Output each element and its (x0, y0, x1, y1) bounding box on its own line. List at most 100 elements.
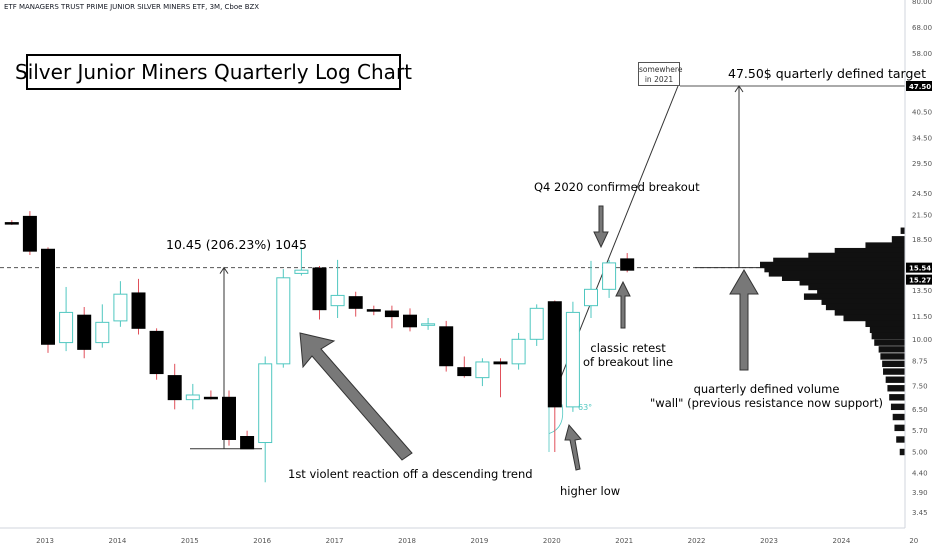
price-label-box (906, 274, 932, 285)
volume-line1: quarterly defined volume (693, 382, 840, 396)
candle-body (439, 326, 454, 367)
symbol-header: ETF MANAGERS TRUST PRIME JUNIOR SILVER M… (4, 3, 260, 11)
candle-body (348, 296, 363, 309)
volume-bar (892, 413, 905, 421)
y-tick-label: 29.50 (912, 160, 932, 168)
candle-body (41, 248, 55, 345)
candle-body (565, 311, 580, 408)
volume-bar (896, 436, 905, 443)
price-label-box (906, 262, 932, 273)
volume-bar (843, 314, 905, 322)
candle-body (475, 361, 490, 379)
y-tick-label: 4.40 (912, 469, 928, 477)
candle-body (167, 375, 182, 401)
candle-body (203, 396, 218, 400)
candle-body (620, 258, 635, 271)
y-tick-label: 11.50 (912, 313, 932, 321)
measure-arrowhead (219, 266, 229, 274)
x-tick-label: 2023 (760, 537, 778, 545)
x-tick-label: 20 (909, 537, 918, 545)
volume-bar (821, 298, 905, 305)
volume-bar (890, 403, 905, 411)
q4-label: Q4 2020 confirmed breakout (534, 180, 700, 194)
candle-body (529, 307, 544, 340)
y-tick-label: 21.50 (912, 211, 932, 219)
volume-bar (874, 339, 905, 346)
volume-bar (773, 257, 905, 265)
angle-arc (548, 404, 564, 434)
candle-body (22, 215, 37, 252)
y-axis: 80.00 68.00 58.00 40.50 34.50 29.50 24.50 21.50… (904, 0, 932, 528)
volume-bar (887, 385, 905, 392)
price-label-text: 15.27 (909, 277, 931, 285)
x-tick-label: 2019 (470, 537, 488, 545)
x-axis: 2013 2014 2015 2016 2017 2018 2019 2020 2021 2022… (0, 527, 918, 545)
higher-low-label: higher low (560, 484, 621, 498)
candle-body (330, 294, 345, 307)
y-tick-label: 13.50 (912, 287, 932, 295)
volume-bar (894, 424, 905, 432)
retest-line2: of breakout line (583, 355, 674, 369)
candles (4, 211, 635, 483)
candle-body (4, 222, 19, 225)
candle-body (384, 310, 399, 318)
candle-body (258, 363, 273, 444)
y-tick-label: 18.50 (912, 236, 932, 244)
volume-bar (889, 394, 905, 401)
volume-wall-label: quarterly defined volume "wall" (previou… (650, 382, 883, 410)
volume-bar (803, 293, 905, 300)
volume-bar (834, 309, 905, 316)
candle-body (403, 314, 417, 328)
y-tick-label: 34.50 (912, 134, 932, 142)
volume-bar (808, 252, 905, 260)
x-tick-label: 2024 (832, 537, 850, 545)
y-tick-label: 6.50 (912, 406, 928, 414)
candle-body (185, 394, 200, 401)
volume-bar (799, 279, 905, 286)
measure-label: 10.45 (206.23%) 1045 (166, 237, 307, 252)
candle-body (366, 309, 381, 312)
volume-bar (871, 332, 905, 340)
x-tick-label: 2020 (543, 537, 561, 545)
y-tick-label: 5.70 (912, 427, 928, 435)
retest-arrow (615, 280, 631, 329)
volume-profile (760, 227, 905, 456)
chart-title: Silver Junior Miners Quarterly Log Chart (15, 54, 412, 90)
arrows (299, 205, 759, 471)
candle-body (294, 269, 309, 274)
volume-bar (865, 242, 905, 249)
y-tick-label: 8.75 (912, 358, 928, 366)
target-label: 47.50$ quarterly defined target (728, 66, 926, 81)
volume-bar (781, 274, 905, 281)
target-arrowhead (734, 85, 744, 93)
x-tick-label: 2017 (326, 537, 344, 545)
y-tick-label: 24.50 (912, 190, 932, 198)
volume-bar (865, 320, 905, 328)
candle-body (113, 293, 128, 322)
x-tick-label: 2016 (253, 537, 271, 545)
y-tick-label: 40.50 (912, 108, 932, 116)
volume-bar (764, 265, 905, 273)
y-tick-label: 10.00 (912, 336, 932, 344)
volume-bar (869, 326, 905, 334)
q4-breakout-arrow (593, 205, 609, 249)
retest-line1: classic retest (590, 341, 666, 355)
volume-bar (817, 288, 905, 295)
candle-body (457, 367, 472, 377)
angle-label: 63° (578, 403, 593, 412)
candle-body (421, 323, 436, 326)
candle-body (240, 436, 255, 450)
candle-body (312, 267, 327, 311)
price-label-text: 15.54 (909, 265, 931, 273)
candle-body (547, 301, 562, 408)
volume-bar (899, 448, 905, 456)
candle-body (276, 277, 291, 365)
volume-bar (891, 236, 905, 243)
violent-reaction-label: 1st violent reaction off a descending tr… (288, 467, 533, 481)
x-tick-label: 2021 (615, 537, 633, 545)
candle-body (95, 321, 110, 344)
candle-body (584, 288, 598, 307)
volume-line2: "wall" (previous resistance now support) (650, 396, 884, 410)
volume-bar (882, 360, 905, 368)
